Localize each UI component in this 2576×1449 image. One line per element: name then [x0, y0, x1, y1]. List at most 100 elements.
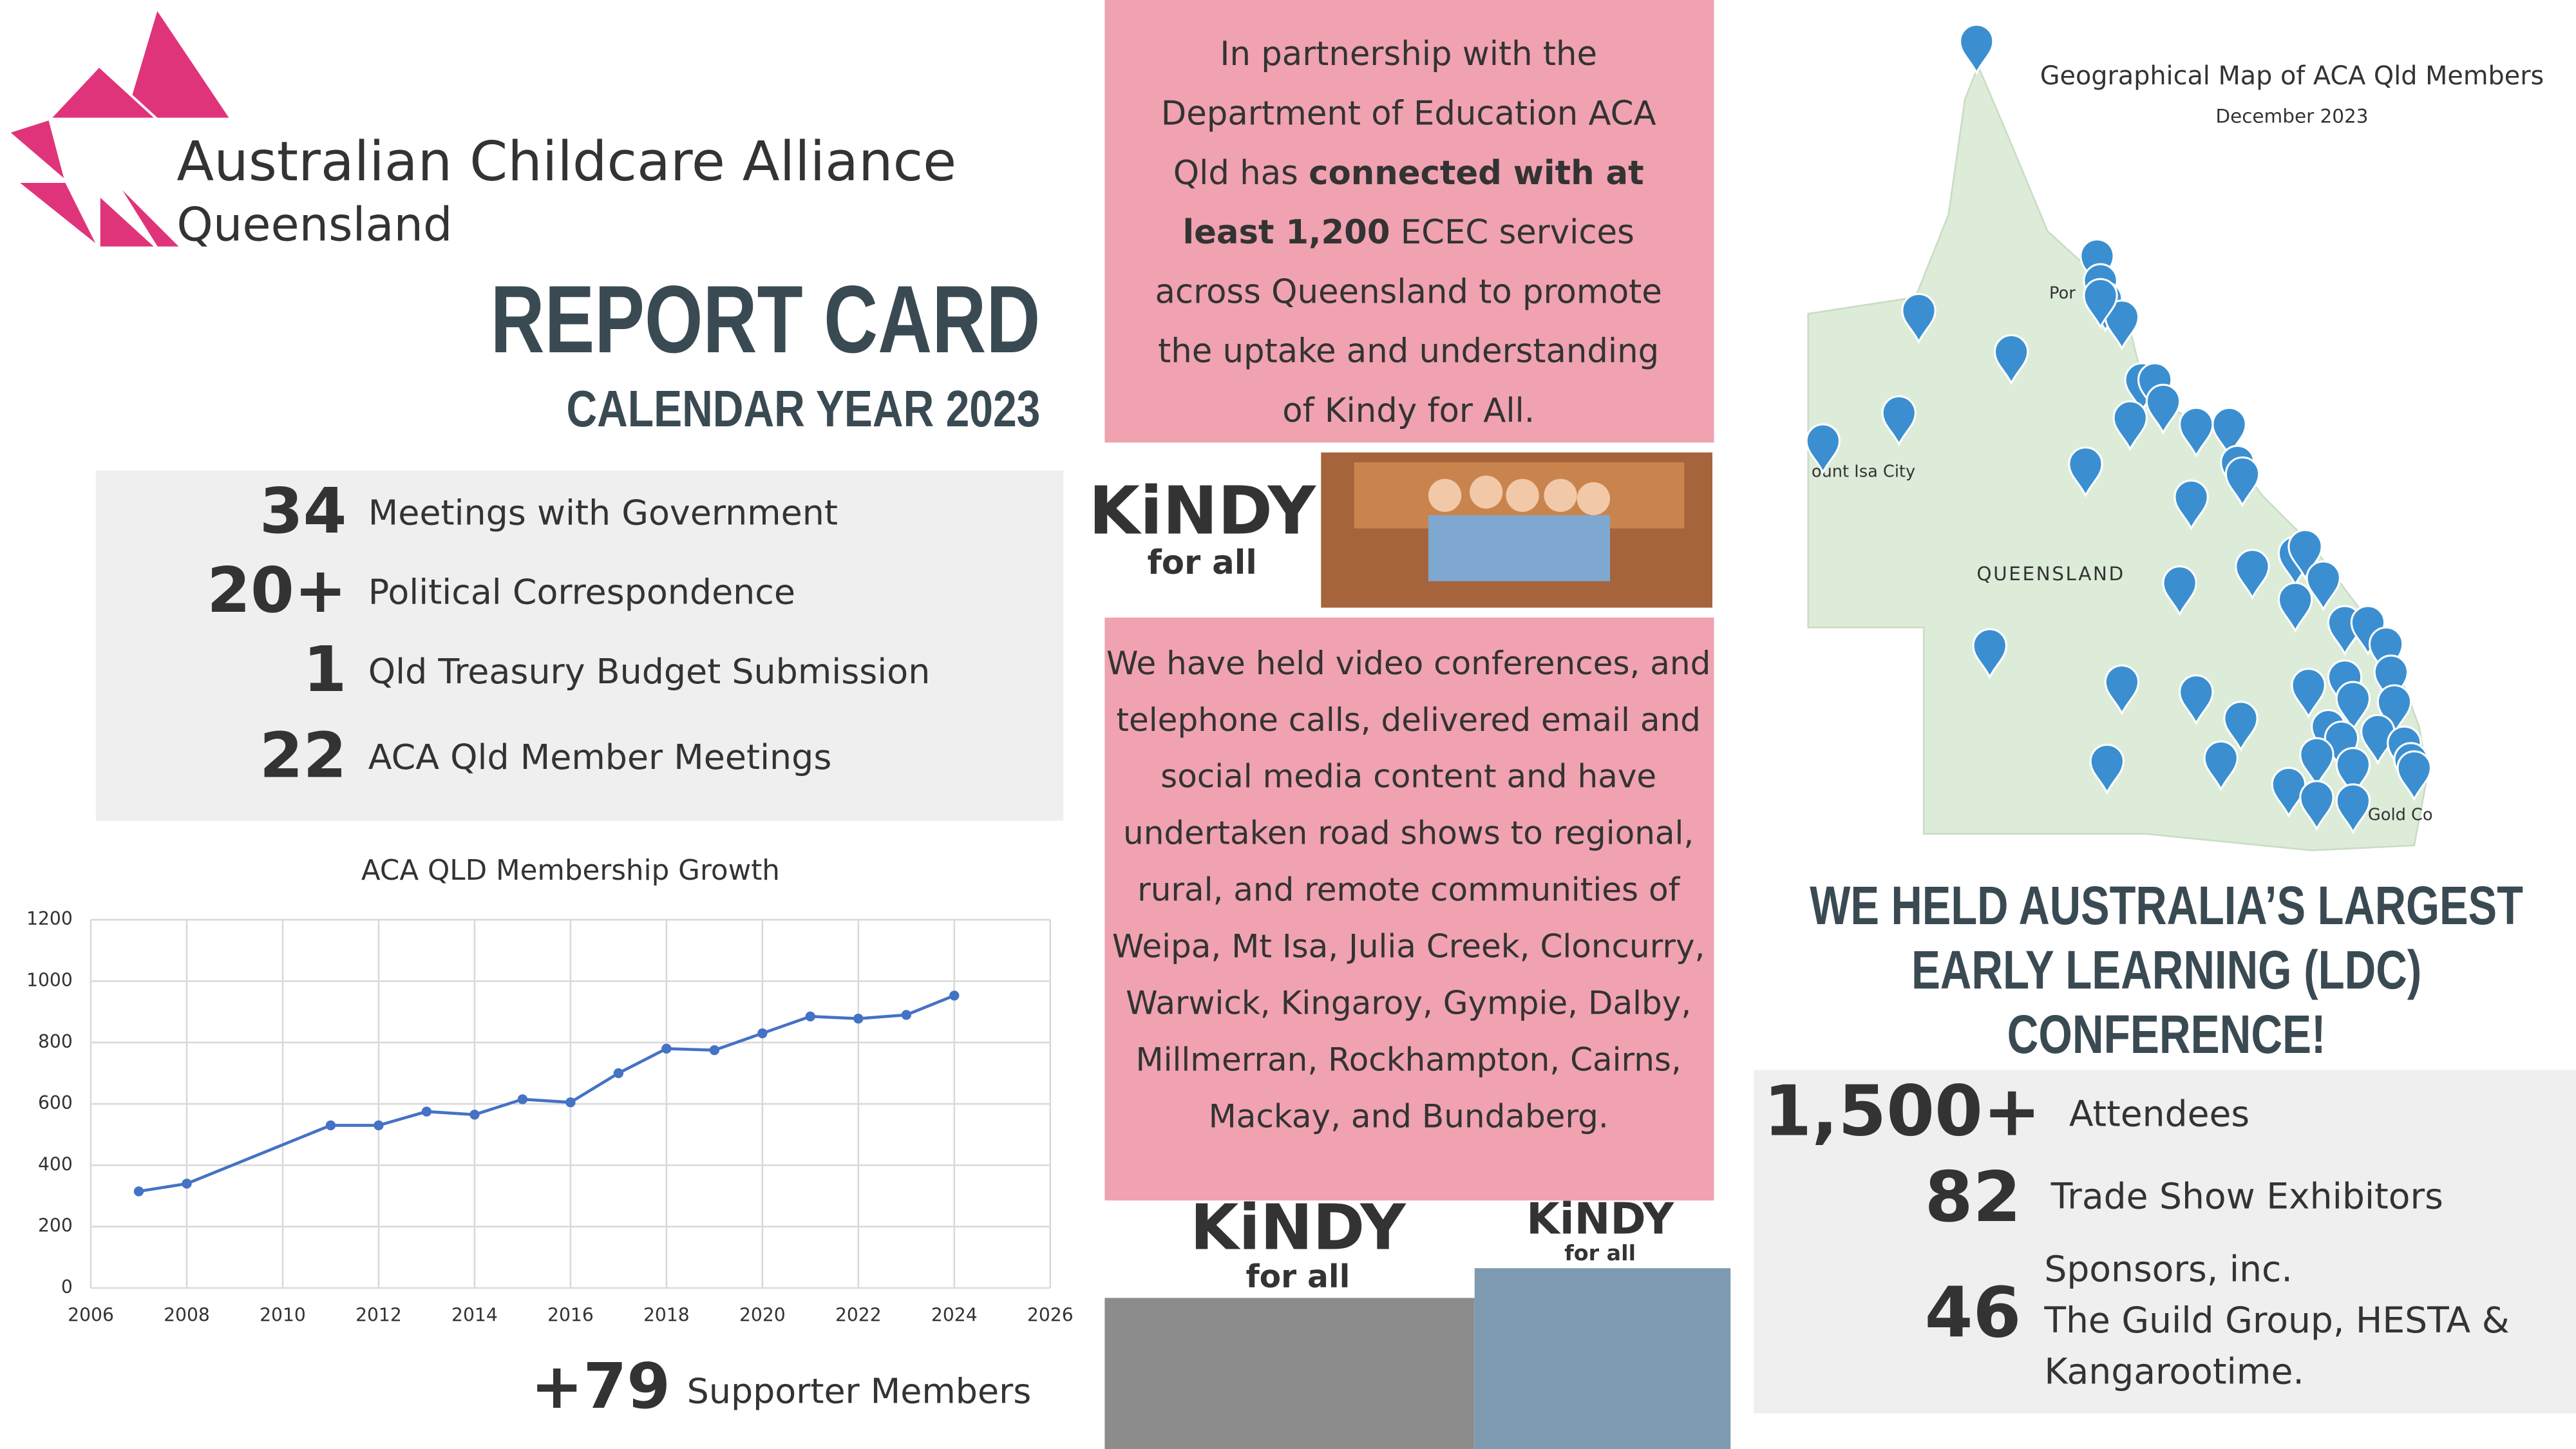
- data-point: [517, 1094, 528, 1104]
- outreach-line: social media content and have: [1160, 758, 1656, 795]
- data-point: [374, 1120, 384, 1131]
- supporter-label: Supporter Members: [687, 1371, 1032, 1412]
- kindy-tagline: for all: [1564, 1240, 1636, 1265]
- partnership-line: across Queensland to promote: [1155, 272, 1662, 311]
- data-point: [133, 1186, 144, 1197]
- map-pin: [2368, 626, 2404, 678]
- text-segment: connected with at: [1309, 154, 1643, 193]
- partnership-line: Qld has connected with at: [1173, 154, 1644, 193]
- map-place: ount Isa City: [1812, 462, 1915, 481]
- conference-heading: EARLY LEARNING (LDC): [1911, 939, 2421, 1000]
- text-segment: of Kindy for All.: [1282, 392, 1535, 430]
- conference-number: 1,500+: [1763, 1072, 2041, 1152]
- stat-number: 1: [303, 633, 347, 706]
- outreach-line: Mackay, and Bundaberg.: [1209, 1097, 1609, 1135]
- y-tick-label: 200: [38, 1215, 73, 1236]
- logo-mark: [5, 5, 234, 249]
- conference-label: Attendees: [2069, 1093, 2249, 1134]
- data-point: [661, 1043, 672, 1054]
- map-pin: [2299, 737, 2334, 788]
- y-tick-label: 1000: [26, 970, 73, 991]
- map-pin: [2373, 654, 2409, 706]
- x-tick-label: 2022: [835, 1305, 882, 1326]
- text-segment: Department of Education ACA: [1161, 94, 1656, 133]
- data-point: [709, 1045, 720, 1056]
- stat-label: Qld Treasury Budget Submission: [368, 651, 931, 692]
- map-pins: [1805, 23, 2432, 835]
- stat-label: ACA Qld Member Meetings: [368, 737, 832, 777]
- org-name: Australian Childcare Alliance: [176, 129, 956, 193]
- stat-number: 20+: [207, 554, 346, 627]
- map-pin: [2211, 406, 2247, 459]
- outreach-line: Weipa, Mt Isa, Julia Creek, Cloncurry,: [1112, 928, 1705, 965]
- map-pin: [2376, 684, 2412, 735]
- kindy-tagline: for all: [1147, 544, 1256, 582]
- map-pin: [2235, 549, 2270, 600]
- y-tick-label: 0: [61, 1276, 73, 1298]
- conference-label: Kangarootime.: [2044, 1350, 2304, 1392]
- data-point: [949, 990, 960, 1001]
- data-point: [325, 1120, 336, 1131]
- chart-title: ACA QLD Membership Growth: [361, 855, 780, 887]
- partnership-line: Department of Education ACA: [1161, 94, 1656, 133]
- map-title: Geographical Map of ACA Qld Members: [2040, 61, 2544, 91]
- x-tick-label: 2008: [164, 1305, 210, 1326]
- report-title: REPORT CARD: [491, 265, 1041, 373]
- stat-label: Political Correspondence: [368, 572, 795, 612]
- map-pin: [2291, 667, 2326, 719]
- x-tick-label: 2020: [739, 1305, 786, 1326]
- kindy-logo: KiNDY: [1190, 1191, 1406, 1264]
- map-pin: [2112, 400, 2148, 451]
- map-pin: [2068, 446, 2103, 498]
- supporter-number: +79: [531, 1350, 670, 1423]
- conference-number: 82: [1925, 1157, 2022, 1238]
- partnership-panel: [1104, 0, 1714, 443]
- map-date: December 2023: [2215, 106, 2368, 128]
- map-pin: [2179, 406, 2214, 459]
- map-pin: [2174, 479, 2209, 531]
- y-tick-label: 400: [38, 1153, 73, 1175]
- conference-box: [1754, 1070, 2576, 1414]
- x-tick-label: 2024: [931, 1305, 978, 1326]
- map-pin: [2104, 299, 2140, 351]
- outreach-line: Millmerran, Rockhampton, Cairns,: [1135, 1041, 1681, 1078]
- map-pin: [2287, 529, 2323, 580]
- text-segment: In partnership with the: [1220, 35, 1597, 73]
- event-photos-2: [1474, 1268, 1731, 1449]
- data-line: [138, 994, 955, 1193]
- photo-detail: [1354, 462, 1685, 582]
- outreach-line: We have held video conferences, and: [1106, 645, 1710, 682]
- map-pin: [2079, 238, 2115, 290]
- org-region: Queensland: [176, 197, 452, 251]
- x-tick-label: 2016: [547, 1305, 594, 1326]
- x-tick-label: 2014: [451, 1305, 498, 1326]
- x-tick-label: 2018: [643, 1305, 690, 1326]
- conference-number: 46: [1925, 1273, 2022, 1353]
- stats-box: [95, 470, 1064, 821]
- text-segment: Qld has: [1173, 154, 1309, 193]
- map-pin: [1901, 292, 1937, 345]
- y-tick-label: 1200: [26, 908, 73, 929]
- map-state: QUEENSLAND: [1976, 563, 2125, 585]
- x-tick-label: 2006: [68, 1305, 114, 1326]
- data-point: [853, 1013, 864, 1024]
- map-pin: [2162, 565, 2197, 617]
- kindy-tagline: for all: [1245, 1259, 1350, 1295]
- x-tick-label: 2026: [1027, 1305, 1074, 1326]
- data-point: [565, 1097, 576, 1108]
- map-pin: [1972, 628, 2007, 679]
- map-pin: [1805, 423, 1841, 475]
- map-place: Gold Co: [2368, 806, 2433, 825]
- x-tick-label: 2010: [260, 1305, 306, 1326]
- conference-label: Trade Show Exhibitors: [2050, 1176, 2443, 1217]
- data-point: [421, 1106, 432, 1117]
- outreach-line: telephone calls, delivered email and: [1116, 701, 1700, 739]
- map-place: Por: [2049, 283, 2076, 303]
- outreach-line: rural, and remote communities of: [1137, 871, 1680, 909]
- map-pin: [2203, 740, 2239, 792]
- map-pin: [2335, 747, 2371, 799]
- partnership-line: of Kindy for All.: [1282, 392, 1535, 430]
- partnership-line: least 1,200 ECEC services: [1183, 213, 1634, 252]
- y-tick-label: 800: [38, 1031, 73, 1052]
